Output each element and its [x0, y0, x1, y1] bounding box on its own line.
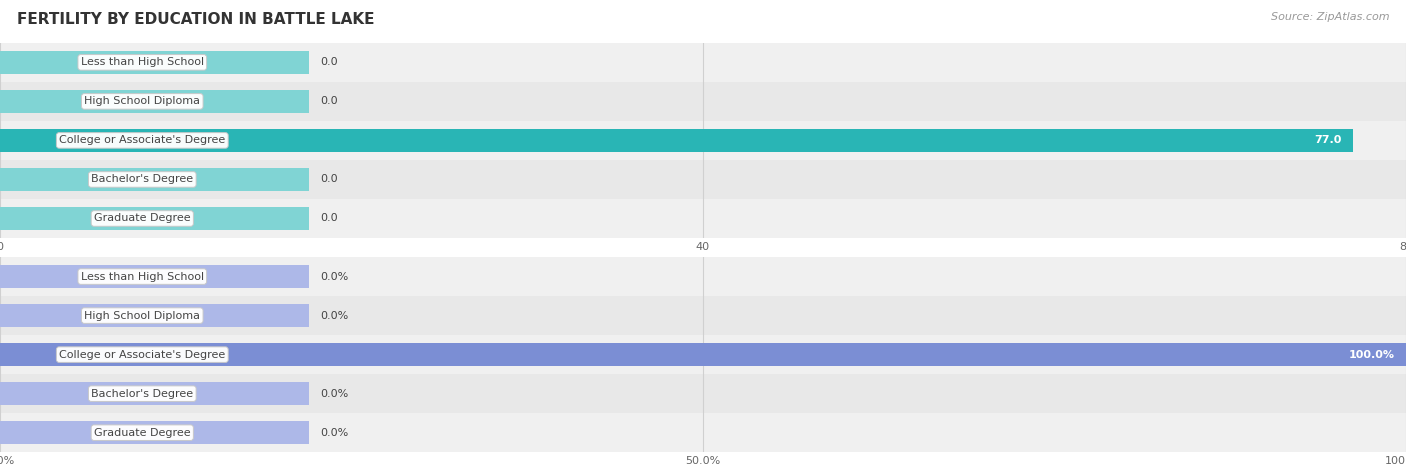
Text: Bachelor's Degree: Bachelor's Degree: [91, 388, 194, 399]
Bar: [0, 335, 1406, 374]
Bar: [0, 382, 309, 406]
Bar: [0, 265, 309, 288]
Text: 0.0: 0.0: [321, 96, 339, 107]
Bar: [0, 160, 1406, 199]
Text: FERTILITY BY EDUCATION IN BATTLE LAKE: FERTILITY BY EDUCATION IN BATTLE LAKE: [17, 12, 374, 27]
Text: 0.0%: 0.0%: [321, 388, 349, 399]
Text: High School Diploma: High School Diploma: [84, 310, 200, 321]
Bar: [0, 199, 1406, 238]
Bar: [0, 421, 309, 445]
Bar: [0, 304, 309, 327]
Bar: [0, 296, 1406, 335]
Text: Less than High School: Less than High School: [80, 271, 204, 282]
Text: College or Associate's Degree: College or Associate's Degree: [59, 349, 225, 360]
Text: Less than High School: Less than High School: [80, 57, 204, 68]
Text: 0.0%: 0.0%: [321, 310, 349, 321]
Bar: [0, 168, 309, 191]
Bar: [0, 129, 1353, 152]
Text: 0.0: 0.0: [321, 57, 339, 68]
Text: 100.0%: 100.0%: [1348, 349, 1395, 360]
Bar: [0, 121, 1406, 160]
Bar: [0, 374, 1406, 413]
Bar: [0, 413, 1406, 452]
Text: High School Diploma: High School Diploma: [84, 96, 200, 107]
Text: Graduate Degree: Graduate Degree: [94, 213, 191, 224]
Bar: [0, 50, 309, 74]
Text: 77.0: 77.0: [1315, 135, 1343, 146]
Bar: [0, 257, 1406, 296]
Text: 0.0%: 0.0%: [321, 427, 349, 438]
Text: Source: ZipAtlas.com: Source: ZipAtlas.com: [1271, 12, 1389, 22]
Text: College or Associate's Degree: College or Associate's Degree: [59, 135, 225, 146]
Text: Bachelor's Degree: Bachelor's Degree: [91, 174, 194, 185]
Bar: [0, 207, 309, 230]
Text: 0.0: 0.0: [321, 174, 339, 185]
Bar: [0, 343, 1406, 367]
Bar: [0, 89, 309, 113]
Bar: [0, 82, 1406, 121]
Text: 0.0%: 0.0%: [321, 271, 349, 282]
Text: 0.0: 0.0: [321, 213, 339, 224]
Bar: [0, 43, 1406, 82]
Text: Graduate Degree: Graduate Degree: [94, 427, 191, 438]
